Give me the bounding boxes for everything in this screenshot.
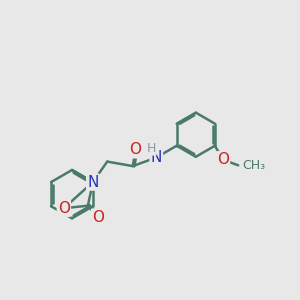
Text: O: O (58, 201, 70, 216)
Text: H: H (146, 142, 156, 154)
Text: CH₃: CH₃ (243, 159, 266, 172)
Text: N: N (87, 175, 99, 190)
Text: O: O (129, 142, 141, 157)
Text: N: N (151, 150, 162, 165)
Text: O: O (217, 152, 229, 167)
Text: O: O (92, 210, 104, 225)
